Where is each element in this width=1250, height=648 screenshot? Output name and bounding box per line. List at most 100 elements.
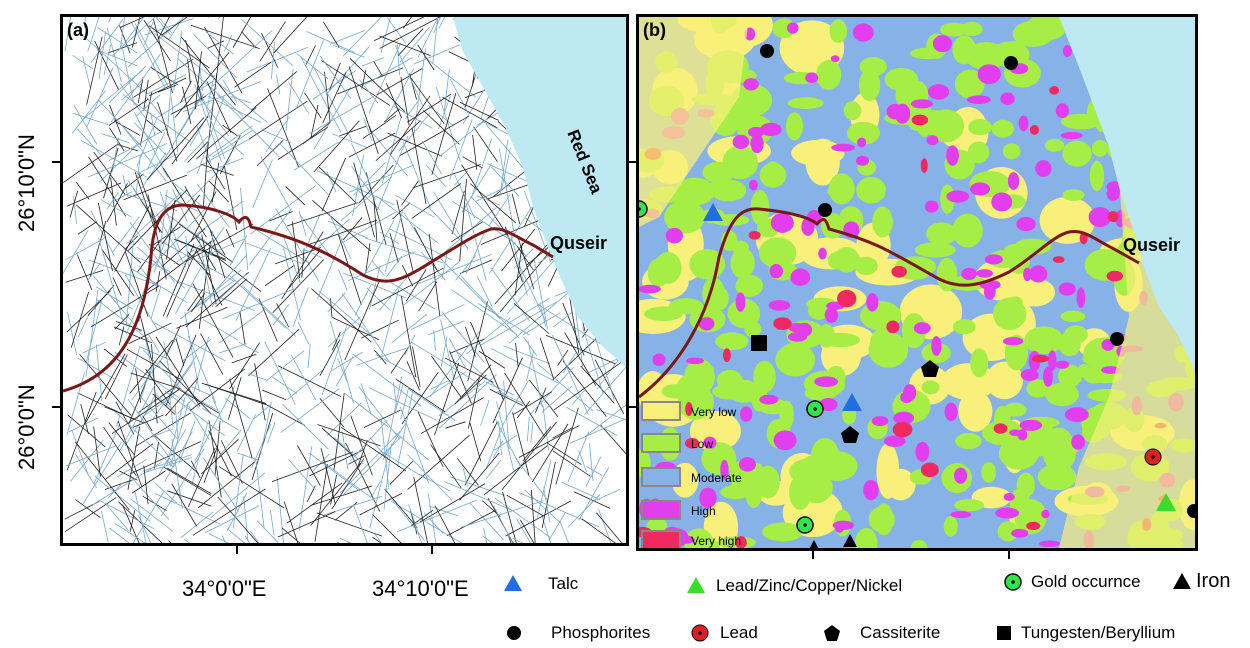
lineament xyxy=(411,127,427,205)
potential-patch xyxy=(1002,336,1024,346)
potential-patch xyxy=(801,217,815,236)
lineament xyxy=(343,435,402,495)
lineament xyxy=(291,221,301,279)
lineament xyxy=(255,458,265,529)
potential-patch xyxy=(1060,131,1083,140)
lineament xyxy=(240,18,294,66)
lineament xyxy=(216,81,268,123)
potential-patch xyxy=(911,114,929,126)
lineament xyxy=(459,374,487,400)
potential-patch xyxy=(720,459,729,480)
gold-circle-icon xyxy=(1004,573,1022,591)
lineament xyxy=(390,95,431,155)
lineament xyxy=(466,317,511,355)
legend-label-high: High xyxy=(691,504,716,518)
lineament xyxy=(400,386,410,420)
lineament xyxy=(293,141,339,171)
potential-patch xyxy=(1029,427,1054,451)
lineament xyxy=(77,392,134,420)
x-tick-a-2 xyxy=(431,546,433,554)
lineament xyxy=(241,285,297,337)
lineament xyxy=(297,445,321,486)
lineament xyxy=(200,333,224,375)
lineament xyxy=(182,81,262,113)
lineament xyxy=(410,341,481,386)
lineament xyxy=(75,499,101,519)
potential-patch xyxy=(993,423,1008,434)
lineament xyxy=(109,527,130,543)
potential-patch xyxy=(1032,354,1049,363)
lineament xyxy=(374,349,387,365)
lineament xyxy=(373,199,378,242)
potential-patch xyxy=(846,121,880,145)
lineament xyxy=(522,426,552,461)
lineament xyxy=(267,422,276,444)
lineament xyxy=(219,343,247,354)
lineament xyxy=(321,157,347,212)
lineament xyxy=(82,55,91,88)
lineament xyxy=(208,420,222,498)
lineament xyxy=(282,235,301,285)
lineament xyxy=(559,520,569,543)
panel-a-lineament-map: (a) Red Sea Quseir xyxy=(60,14,629,546)
lineament xyxy=(114,522,146,543)
potential-patch xyxy=(976,269,993,278)
lineament xyxy=(80,139,147,178)
lineament xyxy=(225,229,235,248)
lineament xyxy=(190,24,260,49)
lineament xyxy=(401,180,419,206)
lineament xyxy=(144,22,154,46)
lineament xyxy=(541,515,552,543)
lineament xyxy=(396,40,401,76)
lineament xyxy=(418,281,438,312)
potential-patch xyxy=(901,313,927,349)
lineament xyxy=(77,312,91,338)
lineament xyxy=(101,249,135,297)
lineament xyxy=(298,210,307,237)
lineament xyxy=(395,194,435,218)
potential-patch xyxy=(946,190,970,203)
potential-patch xyxy=(748,230,761,240)
lineament xyxy=(276,303,290,328)
potential-patch xyxy=(639,284,661,294)
potential-patch xyxy=(805,138,840,186)
y-tick-b-2 xyxy=(629,406,636,408)
lineament xyxy=(380,288,400,361)
lineament xyxy=(92,275,142,333)
potential-patch xyxy=(874,503,894,536)
lineament xyxy=(385,256,403,278)
potential-patch xyxy=(927,84,950,100)
lineament xyxy=(229,275,287,329)
lineament xyxy=(117,459,147,477)
lineament xyxy=(472,134,478,170)
lineament xyxy=(250,71,298,111)
lineament xyxy=(67,311,77,355)
lineament xyxy=(65,238,105,260)
lineament xyxy=(239,311,246,345)
potential-patch xyxy=(1052,256,1065,264)
lineament xyxy=(234,61,272,88)
potential-patch xyxy=(1060,310,1086,323)
potential-patch xyxy=(788,322,806,333)
lineament xyxy=(428,105,454,127)
lineament xyxy=(269,211,293,222)
lineament xyxy=(135,368,142,403)
y-tick-a-2 xyxy=(52,406,60,408)
lineament xyxy=(248,328,300,377)
lineament xyxy=(127,398,176,467)
lineament xyxy=(445,421,466,429)
potential-patch xyxy=(1012,20,1054,47)
lineament xyxy=(402,141,432,209)
lineament xyxy=(519,519,535,543)
legend-label-moderate: Moderate xyxy=(691,471,742,485)
lineament xyxy=(218,466,285,509)
potential-patch xyxy=(1029,124,1039,135)
lineament xyxy=(344,280,381,361)
lineament xyxy=(363,117,373,141)
lineament xyxy=(154,435,199,475)
lineament xyxy=(197,84,226,159)
lineament xyxy=(368,43,401,114)
potential-patch xyxy=(932,35,952,53)
lineament xyxy=(400,295,417,377)
lineament xyxy=(195,249,223,306)
